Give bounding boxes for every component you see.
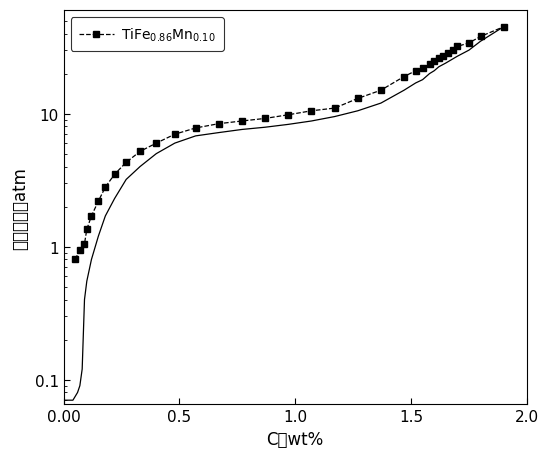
Legend: TiFe$_{0.86}$Mn$_{0.10}$: TiFe$_{0.86}$Mn$_{0.10}$ bbox=[70, 18, 223, 52]
Y-axis label: 分解压强，atm: 分解压强，atm bbox=[11, 167, 29, 249]
X-axis label: C，wt%: C，wt% bbox=[267, 430, 324, 448]
